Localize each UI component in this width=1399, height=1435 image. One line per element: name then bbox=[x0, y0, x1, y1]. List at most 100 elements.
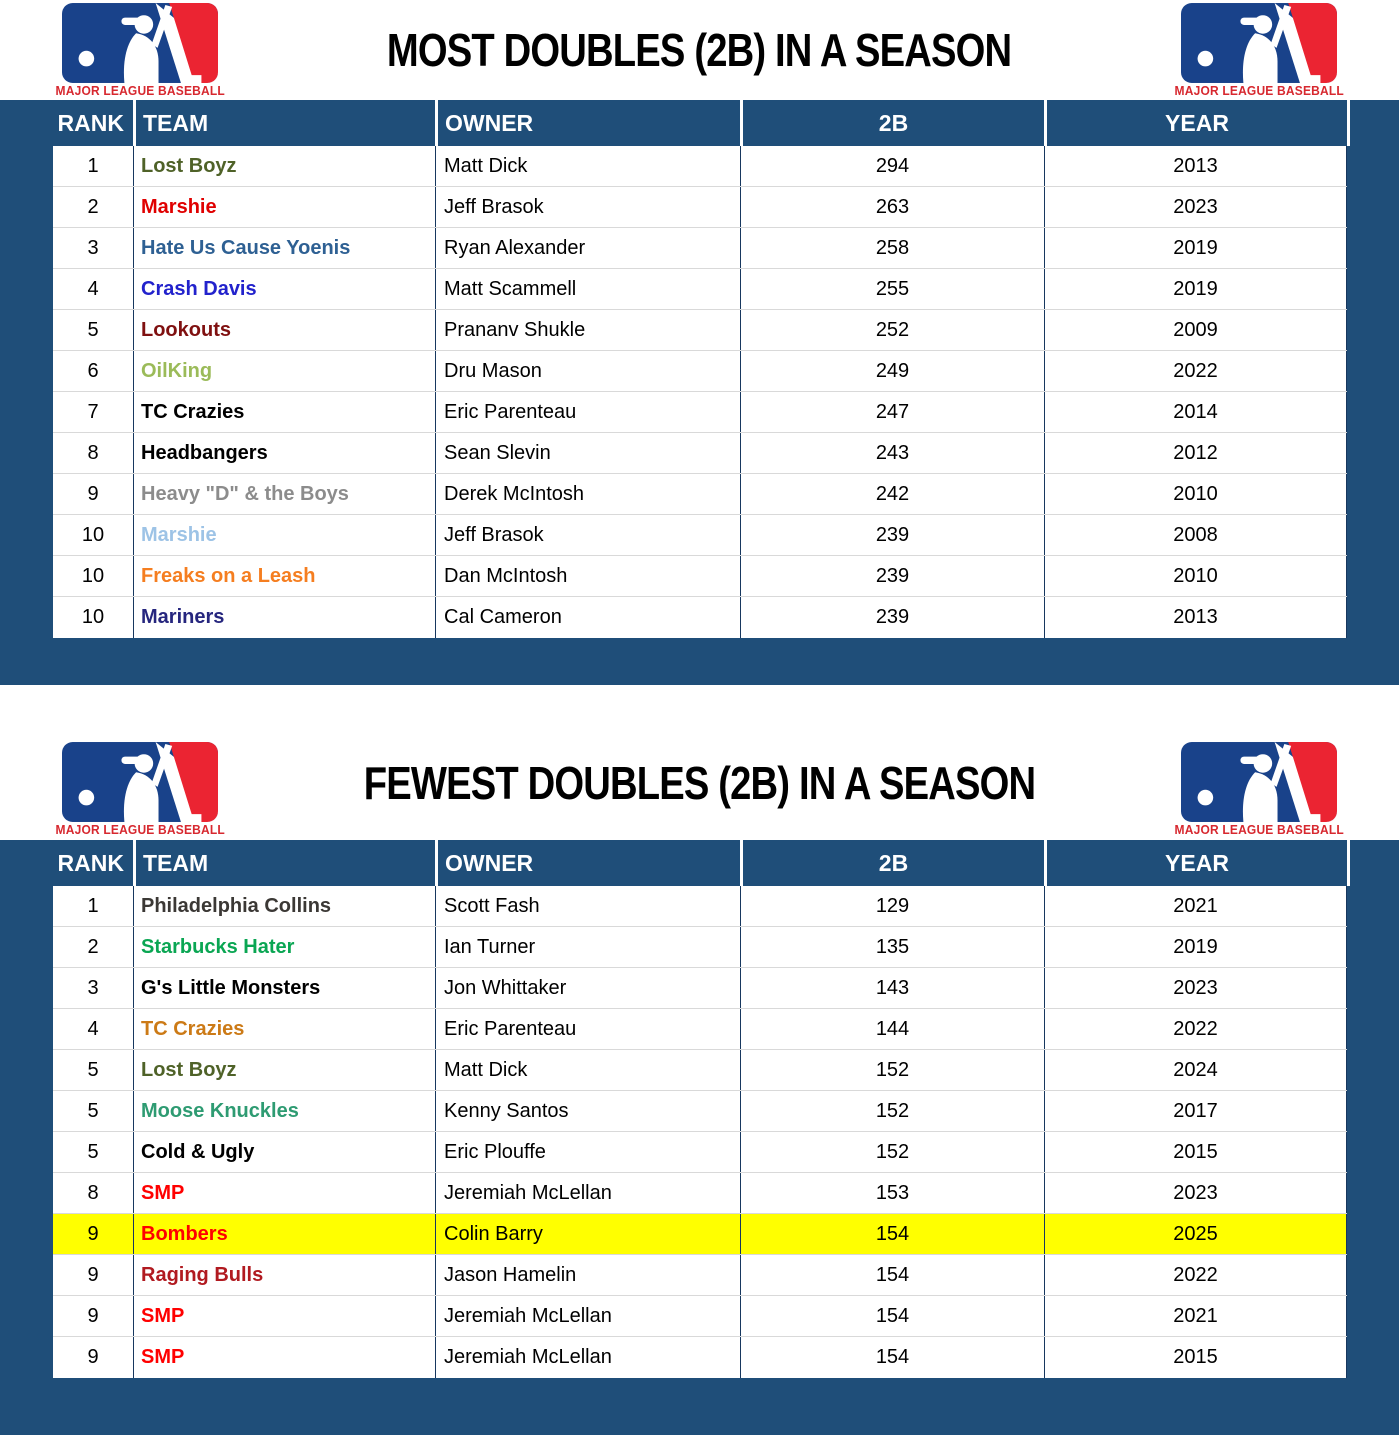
cell-doubles: 239 bbox=[740, 597, 1044, 638]
mlb-logo-caption: MAJOR LEAGUE BASEBALL bbox=[1174, 83, 1344, 98]
cell-team: Crash Davis bbox=[133, 269, 435, 309]
cell-year: 2010 bbox=[1044, 556, 1347, 596]
cell-team: G's Little Monsters bbox=[133, 968, 435, 1008]
cell-doubles: 258 bbox=[740, 228, 1044, 268]
cell-year: 2022 bbox=[1044, 1255, 1347, 1295]
cell-team: Moose Knuckles bbox=[133, 1091, 435, 1131]
cell-rank: 8 bbox=[87, 1181, 99, 1204]
cell-owner: Eric Parenteau bbox=[435, 392, 740, 432]
column-header-rank: RANK bbox=[0, 100, 133, 146]
mlb-logo-icon bbox=[1181, 3, 1337, 83]
section-masthead: MAJOR LEAGUE BASEBALL MOST DOUBLES (2B) … bbox=[0, 0, 1399, 100]
column-header-team: TEAM bbox=[133, 100, 435, 146]
cell-team: TC Crazies bbox=[133, 392, 435, 432]
column-header-year: YEAR bbox=[1044, 840, 1347, 886]
cell-year: 2013 bbox=[1044, 146, 1347, 186]
cell-doubles: 154 bbox=[740, 1214, 1044, 1254]
cell-owner: Dru Mason bbox=[435, 351, 740, 391]
table-row: 10 Marshie Jeff Brasok 239 2008 bbox=[53, 515, 1347, 556]
cell-year: 2023 bbox=[1044, 968, 1347, 1008]
mlb-logo-caption: MAJOR LEAGUE BASEBALL bbox=[1174, 823, 1344, 837]
cell-owner: Dan McIntosh bbox=[435, 556, 740, 596]
cell-team: Lost Boyz bbox=[133, 1050, 435, 1090]
table-row: 10 Mariners Cal Cameron 239 2013 bbox=[53, 597, 1347, 638]
cell-team: TC Crazies bbox=[133, 1009, 435, 1049]
cell-team: Lost Boyz bbox=[133, 146, 435, 186]
header-filler bbox=[1347, 840, 1399, 886]
cell-team: Mariners bbox=[133, 597, 435, 638]
cell-rank: 9 bbox=[87, 1304, 99, 1327]
cell-owner: Kenny Santos bbox=[435, 1091, 740, 1131]
cell-doubles: 154 bbox=[740, 1255, 1044, 1295]
cell-year: 2022 bbox=[1044, 1009, 1347, 1049]
cell-owner: Ian Turner bbox=[435, 927, 740, 967]
cell-year: 2023 bbox=[1044, 187, 1347, 227]
cell-owner: Jeff Brasok bbox=[435, 187, 740, 227]
cell-year: 2019 bbox=[1044, 927, 1347, 967]
cell-rank: 3 bbox=[87, 236, 99, 259]
table-row: 8 SMP Jeremiah McLellan 153 2023 bbox=[53, 1173, 1347, 1214]
section-fewest-doubles: MAJOR LEAGUE BASEBALL FEWEST DOUBLES (2B… bbox=[0, 685, 1399, 1378]
table-body: 1 Lost Boyz Matt Dick 294 2013 2 Marshie Jeff B… bbox=[0, 146, 1399, 638]
cell-year: 2009 bbox=[1044, 310, 1347, 350]
cell-rank: 1 bbox=[87, 154, 99, 177]
cell-owner: Jeff Brasok bbox=[435, 515, 740, 555]
column-header-owner: OWNER bbox=[435, 840, 740, 886]
mlb-logo: MAJOR LEAGUE BASEBALL bbox=[1174, 3, 1343, 98]
table-row: 4 Crash Davis Matt Scammell 255 2019 bbox=[53, 269, 1347, 310]
mlb-logo: MAJOR LEAGUE BASEBALL bbox=[55, 742, 224, 837]
cell-owner: Jon Whittaker bbox=[435, 968, 740, 1008]
cell-doubles: 129 bbox=[740, 886, 1044, 926]
cell-team: Philadelphia Collins bbox=[133, 886, 435, 926]
table-row: 1 Lost Boyz Matt Dick 294 2013 bbox=[53, 146, 1347, 187]
table-row: 7 TC Crazies Eric Parenteau 247 2014 bbox=[53, 392, 1347, 433]
table-row: 2 Marshie Jeff Brasok 263 2023 bbox=[53, 187, 1347, 228]
cell-rank: 10 bbox=[81, 523, 105, 546]
cell-doubles: 242 bbox=[740, 474, 1044, 514]
cell-doubles: 247 bbox=[740, 392, 1044, 432]
cell-rank: 10 bbox=[81, 564, 105, 587]
mlb-logo-icon bbox=[62, 742, 218, 822]
cell-year: 2021 bbox=[1044, 1296, 1347, 1336]
table-row: 1 Philadelphia Collins Scott Fash 129 2021 bbox=[53, 886, 1347, 927]
column-header-2b: 2B bbox=[740, 840, 1044, 886]
cell-team: Marshie bbox=[133, 187, 435, 227]
cell-doubles: 152 bbox=[740, 1132, 1044, 1172]
cell-team: Raging Bulls bbox=[133, 1255, 435, 1295]
table-header-row: RANK TEAM OWNER 2B YEAR bbox=[0, 840, 1399, 886]
cell-year: 2017 bbox=[1044, 1091, 1347, 1131]
cell-team: OilKing bbox=[133, 351, 435, 391]
table-row: 5 Moose Knuckles Kenny Santos 152 2017 bbox=[53, 1091, 1347, 1132]
cell-doubles: 263 bbox=[740, 187, 1044, 227]
cell-owner: Jeremiah McLellan bbox=[435, 1296, 740, 1336]
table-row: 3 G's Little Monsters Jon Whittaker 143 2023 bbox=[53, 968, 1347, 1009]
cell-owner: Sean Slevin bbox=[435, 433, 740, 473]
cell-doubles: 152 bbox=[740, 1091, 1044, 1131]
cell-owner: Prananv Shukle bbox=[435, 310, 740, 350]
table-row: 9 SMP Jeremiah McLellan 154 2015 bbox=[53, 1337, 1347, 1378]
mlb-logo: MAJOR LEAGUE BASEBALL bbox=[55, 3, 224, 98]
table-row: 9 Raging Bulls Jason Hamelin 154 2022 bbox=[53, 1255, 1347, 1296]
cell-doubles: 252 bbox=[740, 310, 1044, 350]
section-title: FEWEST DOUBLES (2B) IN A SEASON bbox=[363, 757, 1036, 809]
table-header-row: RANK TEAM OWNER 2B YEAR bbox=[0, 100, 1399, 146]
cell-team: Bombers bbox=[133, 1214, 435, 1254]
cell-owner: Jason Hamelin bbox=[435, 1255, 740, 1295]
cell-rank: 10 bbox=[81, 606, 105, 628]
cell-doubles: 144 bbox=[740, 1009, 1044, 1049]
cell-doubles: 239 bbox=[740, 556, 1044, 596]
header-filler bbox=[1347, 100, 1399, 146]
cell-year: 2022 bbox=[1044, 351, 1347, 391]
cell-doubles: 154 bbox=[740, 1337, 1044, 1378]
section-most-doubles: MAJOR LEAGUE BASEBALL MOST DOUBLES (2B) … bbox=[0, 0, 1399, 638]
cell-team: SMP bbox=[133, 1296, 435, 1336]
cell-owner: Eric Parenteau bbox=[435, 1009, 740, 1049]
cell-rank: 8 bbox=[87, 441, 99, 464]
cell-owner: Jeremiah McLellan bbox=[435, 1173, 740, 1213]
table-row: 8 Headbangers Sean Slevin 243 2012 bbox=[53, 433, 1347, 474]
cell-owner: Matt Scammell bbox=[435, 269, 740, 309]
table-row: 10 Freaks on a Leash Dan McIntosh 239 2010 bbox=[53, 556, 1347, 597]
cell-year: 2012 bbox=[1044, 433, 1347, 473]
cell-rank: 9 bbox=[53, 1214, 133, 1254]
column-header-year: YEAR bbox=[1044, 100, 1347, 146]
